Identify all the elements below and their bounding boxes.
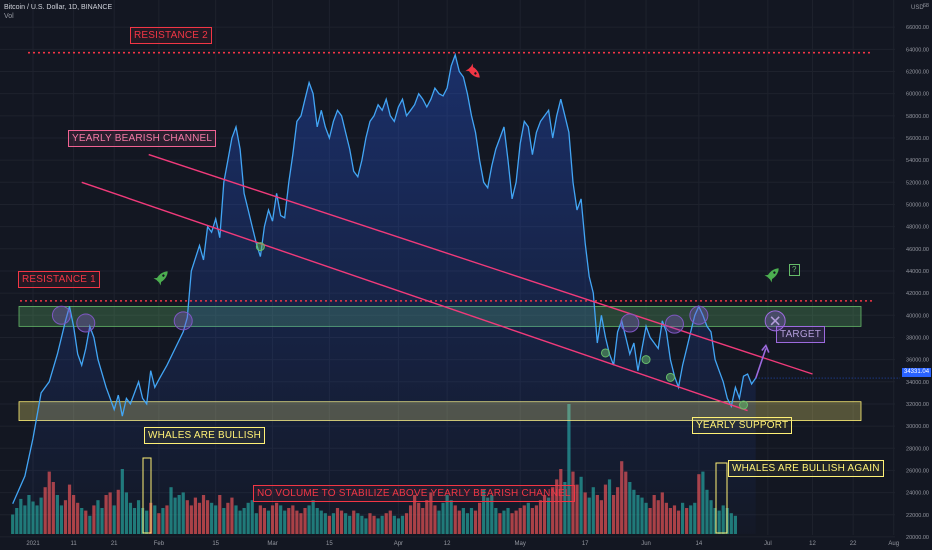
x-tick-label: Jul <box>764 541 772 547</box>
price-line <box>12 52 757 504</box>
support-dot <box>641 355 651 365</box>
y-tick-label: 62000.00 <box>906 69 929 75</box>
y-tick-label: 38000.00 <box>906 335 929 341</box>
question-mark-label: ? <box>789 264 800 276</box>
touch-circle <box>664 314 684 334</box>
y-tick-label: 64000.00 <box>906 47 929 53</box>
resistance-1-label: RESISTANCE 1 <box>18 271 100 288</box>
x-tick-label: 21 <box>111 541 118 547</box>
touch-circle <box>620 313 640 333</box>
y-tick-label: 22000.00 <box>906 513 929 519</box>
symbol-title: Bitcoin / U.S. Dollar, 1D, BINANCE <box>4 4 113 11</box>
rocket-icon <box>465 63 480 78</box>
x-tick-label: 17 <box>582 541 589 547</box>
y-tick-label: 58000.00 <box>906 114 929 120</box>
x-tick-label: 11 <box>70 541 77 547</box>
y-tick-label: 42000.00 <box>906 291 929 297</box>
support-dot <box>255 242 265 252</box>
no-volume-label: NO VOLUME TO STABILIZE ABOVE YEARLY BEAR… <box>253 485 575 502</box>
touch-circle <box>76 313 96 333</box>
channel-upper-line <box>148 153 813 375</box>
x-tick-label: Apr <box>394 541 403 547</box>
whales-bullish-label: WHALES ARE BULLISH <box>144 427 266 444</box>
x-tick-label: 15 <box>326 541 333 547</box>
y-tick-label: 32000.00 <box>906 402 929 408</box>
channel-lower-line <box>81 181 748 412</box>
whales-bullish-again-label: WHALES ARE BULLISH AGAIN <box>728 460 884 477</box>
x-tick-label: 15 <box>212 541 219 547</box>
yearly-support-label: YEARLY SUPPORT <box>692 417 793 434</box>
x-tick-label: 14 <box>695 541 702 547</box>
y-tick-label: 60000.00 <box>906 92 929 98</box>
y-tick-label: 44000.00 <box>906 269 929 275</box>
y-tick-label: 50000.00 <box>906 202 929 208</box>
target-x-icon <box>770 316 780 326</box>
current-price-tag: 34331.04 <box>902 368 932 377</box>
y-tick-label: 26000.00 <box>906 468 929 474</box>
y-tick-label: 30000.00 <box>906 424 929 430</box>
y-tick-label: 36000.00 <box>906 358 929 364</box>
volume-highlight-box <box>715 462 728 534</box>
currency-label: USD <box>911 5 924 11</box>
y-tick-label: 66000.00 <box>906 25 929 31</box>
y-tick-label: 20000.00 <box>906 535 929 541</box>
target-label: TARGET <box>776 326 826 343</box>
y-tick-label: 48000.00 <box>906 225 929 231</box>
touch-circle <box>51 305 71 325</box>
x-tick-label: Mar <box>267 541 277 547</box>
x-tick-label: 22 <box>850 541 857 547</box>
volume-highlight-boxes <box>142 457 728 534</box>
y-axis: 20000.00 22000.00 24000.00 26000.00 28000.00… <box>755 3 929 541</box>
x-tick-label: May <box>515 541 526 547</box>
x-tick-label: 2021 <box>26 541 40 547</box>
y-tick-label: 40000.00 <box>906 313 929 319</box>
chart-header: Bitcoin / U.S. Dollar, 1D, BINANCE Vol <box>4 3 112 21</box>
x-tick-label: 12 <box>809 541 816 547</box>
support-dot <box>665 372 675 382</box>
x-tick-label: 12 <box>444 541 451 547</box>
y-tick-label: 34000.00 <box>906 380 929 386</box>
icons <box>153 63 779 286</box>
y-tick-label: 46000.00 <box>906 247 929 253</box>
y-tick-label: 68 <box>923 3 929 9</box>
rocket-icon <box>764 268 779 283</box>
support-dot <box>739 400 748 410</box>
x-tick-label: Aug <box>888 541 899 547</box>
touch-circle <box>173 311 193 331</box>
markers <box>51 242 786 410</box>
rocket-icon <box>153 271 168 286</box>
arrow-head-icon <box>761 343 770 353</box>
x-tick-label: Jun <box>641 541 651 547</box>
x-tick-label: Feb <box>154 541 165 547</box>
x-axis: 2021 11 21 Feb 15 Mar 15 Apr 12 May 17 Jun 14 Jul 12 22… <box>26 541 899 547</box>
resistance-2-label: RESISTANCE 2 <box>130 27 212 44</box>
target-arrow <box>754 348 767 379</box>
bearish-channel-label: YEARLY BEARISH CHANNEL <box>68 130 217 147</box>
price-area <box>12 54 756 535</box>
support-dot <box>600 348 610 358</box>
touch-circle <box>689 305 709 325</box>
y-tick-label: 28000.00 <box>906 446 929 452</box>
volume-highlight-box <box>142 457 152 534</box>
volume-label: Vol <box>4 13 14 20</box>
y-tick-label: 52000.00 <box>906 180 929 186</box>
y-tick-label: 56000.00 <box>906 136 929 142</box>
y-tick-label: 24000.00 <box>906 491 929 497</box>
y-tick-label: 54000.00 <box>906 158 929 164</box>
